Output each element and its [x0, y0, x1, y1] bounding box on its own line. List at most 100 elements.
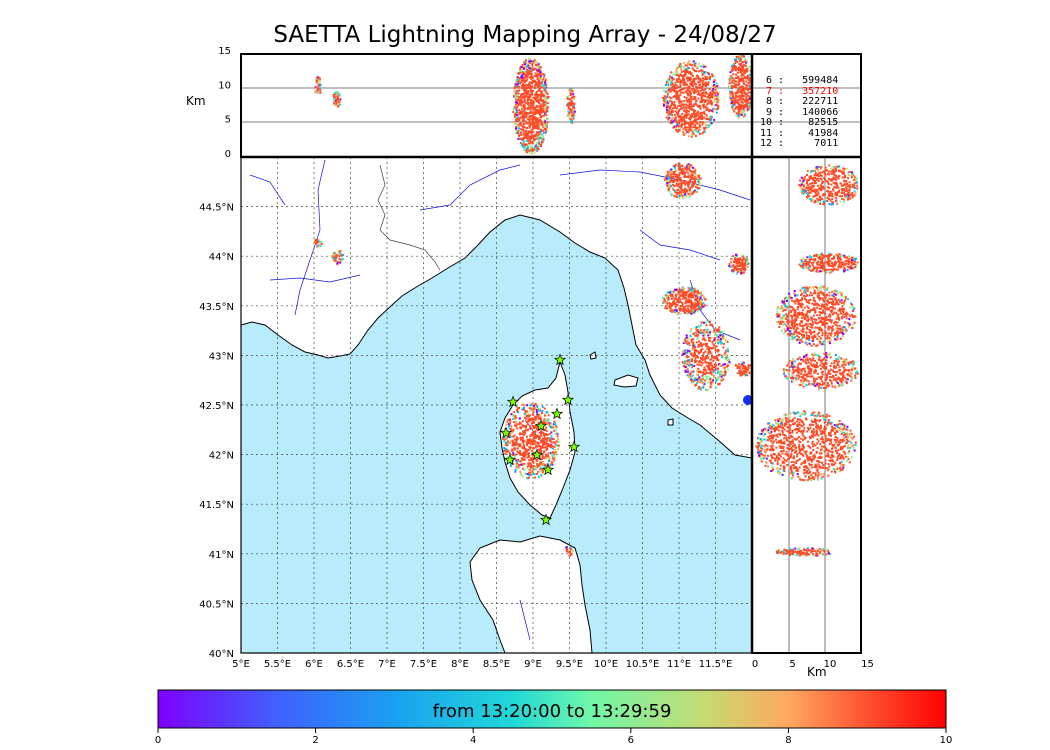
- lat-alt-tick-label: 15: [861, 659, 874, 670]
- colorbar-tick-labels: 0 2 4 6 8 10: [155, 728, 953, 746]
- lat-tick-label: 44.5°N: [199, 203, 234, 214]
- alt-cluster-italy-2: [728, 54, 754, 119]
- lat-cluster-5: [755, 410, 857, 482]
- cluster-provence-small: [314, 238, 323, 248]
- lat-alt-tick-label: 0: [752, 659, 758, 670]
- lat-tick-label: 44°N: [209, 252, 234, 263]
- colorbar-tick-label: 10: [940, 735, 953, 746]
- lat-alt-unit-label: Km: [807, 665, 827, 679]
- chart-title: SAETTA Lightning Mapping Array - 24/08/2…: [273, 22, 777, 48]
- lon-tick-label: 5°E: [232, 659, 250, 670]
- lat-alt-frame: [751, 156, 862, 654]
- station-star-marker: [534, 419, 548, 432]
- altitude-tick-label: 5: [225, 115, 231, 126]
- altitude-tick-labels: 0 5 10 15: [218, 46, 231, 160]
- lon-tick-label: 7°E: [378, 659, 396, 670]
- land-sardinia: [469, 535, 593, 653]
- lat-tick-label: 42°N: [209, 451, 234, 462]
- lon-tick-label: 6.5°E: [337, 659, 364, 670]
- cluster-liguria: [661, 286, 707, 316]
- altitude-unit-label: Km: [186, 94, 206, 108]
- lat-tick-label: 40°N: [209, 649, 234, 660]
- station-count-row: 9 : 140066: [760, 106, 839, 118]
- longitude-tick-labels: 5°E 5.5°E 6°E 6.5°E 7°E 7.5°E 8°E 8.5°E 9°E 9.5°E…: [232, 659, 732, 670]
- lat-alt-tick-labels: 0 5 10 15: [752, 659, 874, 670]
- colorbar-gradient: [157, 689, 947, 729]
- rivers: [249, 159, 751, 641]
- lon-tick-label: 8.5°E: [483, 659, 510, 670]
- station-star-marker: [539, 513, 553, 526]
- alt-cluster-small: [566, 87, 576, 124]
- lon-tick-label: 8°E: [451, 659, 469, 670]
- lat-cluster-sardinia: [775, 547, 831, 557]
- station-star-marker: [530, 448, 544, 461]
- lat-tick-label: 43.5°N: [199, 302, 234, 313]
- lat-cluster-2: [798, 252, 859, 274]
- station-star-marker: [506, 395, 520, 408]
- station-count-row: 10 : 82515: [760, 117, 839, 128]
- station-star-marker: [561, 393, 575, 406]
- lat-cluster-3: [775, 285, 857, 347]
- cluster-sardinia: [564, 546, 574, 557]
- station-markers: [499, 353, 581, 526]
- colorbar-tick-label: 0: [155, 735, 161, 746]
- lon-tick-label: 7.5°E: [410, 659, 437, 670]
- colorbar-label: from 13:20:00 to 13:29:59: [432, 701, 672, 722]
- station-star-marker: [550, 407, 564, 420]
- colorbar-tick-label: 4: [470, 735, 476, 746]
- station-star-marker: [503, 453, 517, 466]
- cluster-east: [728, 253, 750, 275]
- cluster-tuscany-coast: [681, 320, 731, 392]
- lon-tick-label: 10.5°E: [626, 659, 660, 670]
- land-giglio: [667, 418, 674, 426]
- station-count-row: 12 : 7011: [760, 138, 839, 149]
- borders: [377, 164, 441, 271]
- lat-alt-tick-label: 5: [789, 659, 795, 670]
- station-star-marker: [541, 463, 555, 476]
- altitude-tick-label: 15: [218, 46, 231, 57]
- land-mainland: [241, 157, 752, 459]
- alt-cluster-corsica: [512, 57, 550, 155]
- map-panel: 40°N 40.5°N 41°N 41.5°N 42°N 42.5°N 43°N 43.5°N…: [199, 156, 753, 670]
- lat-tick-label: 40.5°N: [199, 599, 234, 610]
- cluster-provence: [331, 250, 345, 265]
- alt-cluster-italy-1: [662, 60, 720, 138]
- colorbar: 0 2 4 6 8 10: [155, 689, 953, 746]
- lightning-clusters-latitude: [755, 164, 859, 557]
- land-corsica: [499, 360, 576, 519]
- alt-cluster-provence-2: [314, 76, 322, 94]
- lat-cluster-4: [782, 352, 859, 390]
- lon-tick-label: 9.5°E: [556, 659, 583, 670]
- lat-cluster-north: [798, 164, 859, 206]
- lightning-clusters-altitude: [314, 54, 754, 155]
- land-elba: [613, 374, 639, 388]
- lon-tick-label: 5.5°E: [264, 659, 291, 670]
- station-count-row: 11 : 41984: [760, 127, 839, 139]
- lightning-clusters-map: [314, 162, 752, 557]
- lat-tick-label: 41°N: [209, 550, 234, 561]
- altitude-tick-label: 10: [218, 80, 231, 91]
- colorbar-tick-label: 2: [312, 735, 318, 746]
- lat-alt-tick-label: 10: [824, 659, 837, 670]
- station-star-marker: [567, 440, 581, 453]
- station-star-marker: [553, 353, 567, 366]
- alt-cluster-provence: [332, 90, 342, 108]
- lat-tick-label: 43°N: [209, 351, 234, 362]
- station-count-row: 8 : 222711: [760, 96, 839, 107]
- station-count-table: 6 : 599484 7 : 357210 8 : 222711 9 : 140…: [760, 75, 839, 150]
- latitude-altitude-panel: 0 5 10 15 Km: [751, 156, 874, 679]
- cluster-corsica: [502, 403, 560, 480]
- colorbar-tick-label: 6: [628, 735, 634, 746]
- lon-tick-label: 11°E: [667, 659, 691, 670]
- station-count-row: 7 : 357210: [760, 85, 839, 97]
- altitude-tick-label: 0: [225, 149, 231, 160]
- lat-tick-label: 42.5°N: [199, 401, 234, 412]
- map-gridlines: [241, 157, 752, 653]
- cluster-north-italy: [664, 162, 702, 200]
- lon-tick-label: 10°E: [594, 659, 618, 670]
- lat-tick-label: 41.5°N: [199, 500, 234, 511]
- station-count-row: 6 : 599484: [760, 75, 839, 86]
- lon-tick-label: 11.5°E: [699, 659, 733, 670]
- colorbar-tick-label: 8: [785, 735, 791, 746]
